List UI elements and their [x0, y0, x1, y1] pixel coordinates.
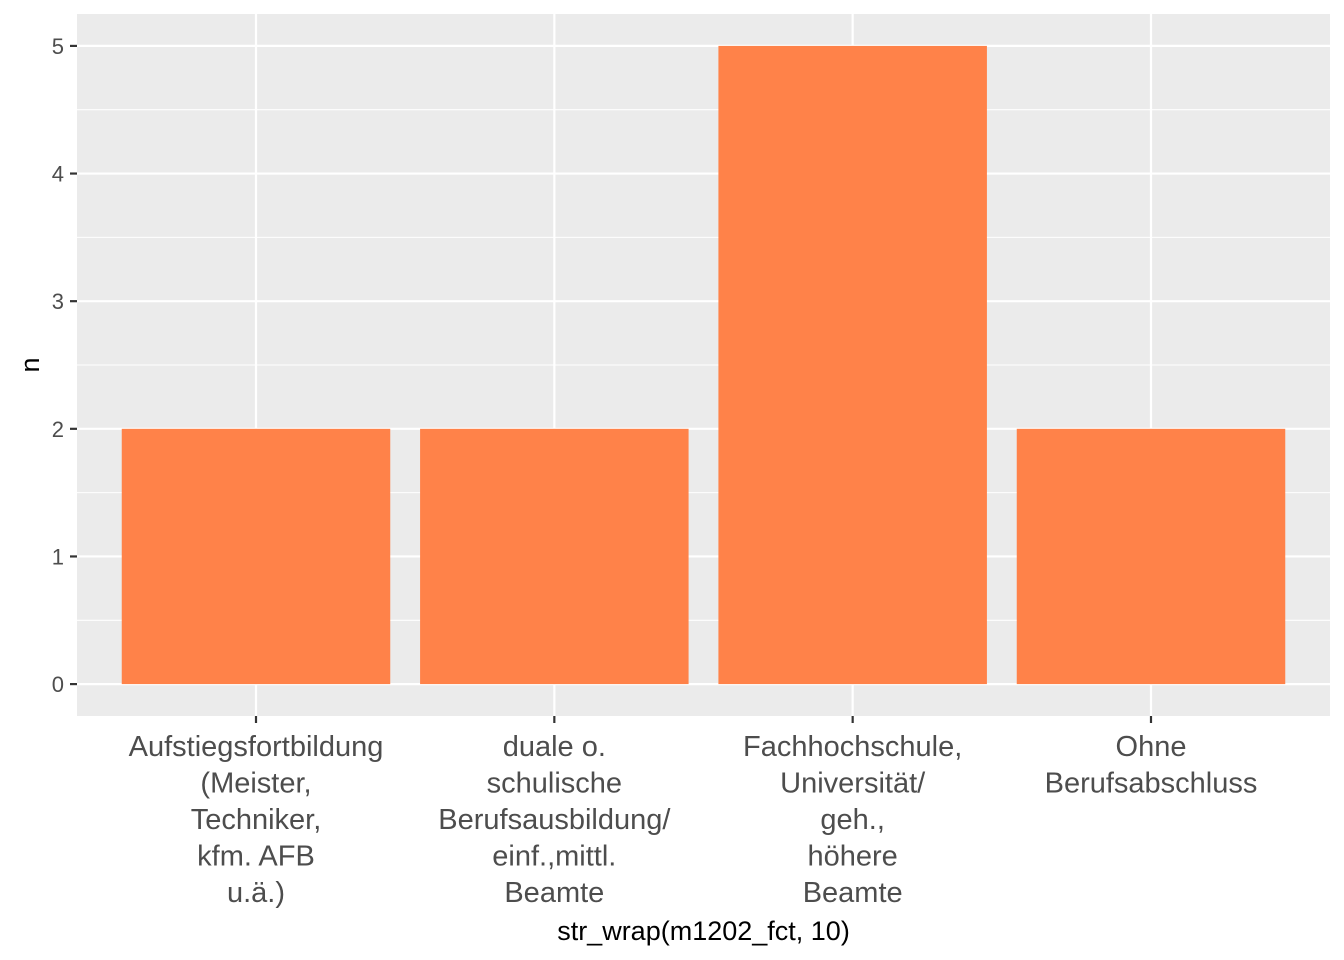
x-tick-label-line: u.ä.)	[227, 877, 285, 909]
x-tick-label: Ohne Berufsabschluss	[1045, 731, 1258, 800]
bar	[121, 428, 391, 685]
x-tick-label-line: höhere	[808, 841, 898, 873]
x-tick-label-line: Beamte	[504, 877, 604, 909]
bar	[1016, 428, 1286, 685]
x-tick-label-line: duale o.	[503, 731, 606, 763]
x-tick-label-line: Techniker,	[191, 804, 322, 836]
bars	[121, 45, 1286, 685]
x-tick-label-line: Aufstiegsfortbildung	[129, 731, 384, 763]
x-tick-label-line: einf.,mittl.	[492, 841, 616, 873]
x-tick-label-line: Ohne	[1116, 731, 1187, 763]
x-tick-label-line: Beamte	[803, 877, 903, 909]
bar	[718, 45, 987, 685]
y-tick-label: 2	[52, 417, 64, 442]
x-axis-title: str_wrap(m1202_fct, 10)	[557, 916, 850, 946]
y-tick-label: 1	[52, 544, 64, 569]
x-tick-label-line: (Meister,	[200, 768, 311, 800]
x-tick-label-line: kfm. AFB	[197, 841, 315, 873]
x-tick-label-line: Fachhochschule,	[743, 731, 962, 763]
x-tick-label: duale o. schulische Berufsausbildung/einf.…	[438, 731, 671, 909]
x-tick-label-line: geh.,	[820, 804, 885, 836]
x-axis: Aufstiegsfortbildung (Meister, Techniker, k…	[129, 716, 1258, 909]
y-tick-label: 0	[52, 672, 64, 697]
bar	[420, 428, 689, 685]
y-tick-label: 4	[52, 162, 64, 187]
y-tick-label: 5	[52, 34, 64, 59]
y-axis: 0 1 2 3 4 5	[52, 34, 77, 697]
x-tick-label: Aufstiegsfortbildung (Meister, Techniker, k…	[129, 731, 384, 909]
y-tick-label: 3	[52, 289, 64, 314]
x-tick-label-line: Universität/	[780, 768, 926, 800]
x-tick-label-line: schulische	[487, 768, 622, 800]
x-tick-label-line: Berufsausbildung/	[438, 804, 671, 836]
x-tick-label-line: Berufsabschluss	[1045, 768, 1258, 800]
y-axis-title: n	[15, 357, 45, 372]
x-tick-label: Fachhochschule, Universität/geh., höhere Be…	[743, 731, 962, 909]
